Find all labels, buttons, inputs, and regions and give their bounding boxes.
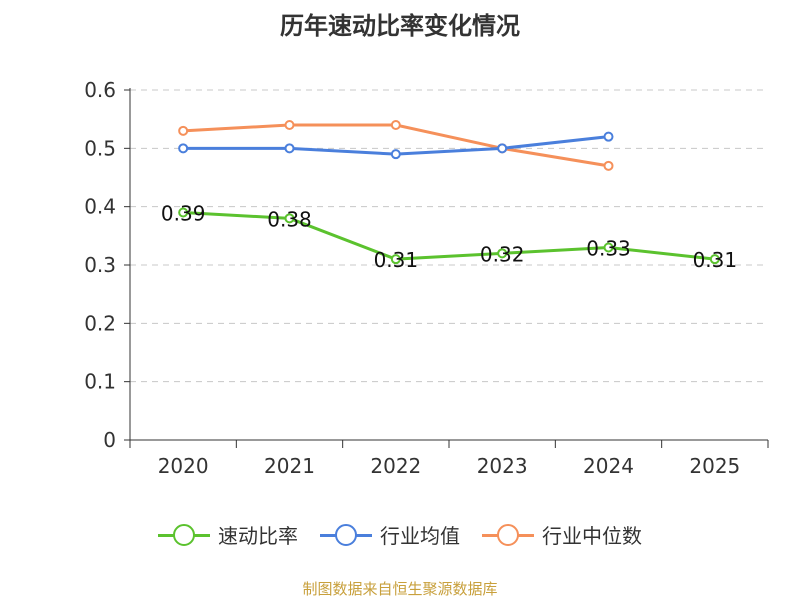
data-point[interactable] xyxy=(390,254,401,265)
x-tick-label: 2023 xyxy=(477,454,528,478)
data-point[interactable] xyxy=(284,213,295,224)
y-tick-label: 0.2 xyxy=(84,311,116,335)
data-label: 0.38 xyxy=(267,207,312,231)
data-point[interactable] xyxy=(497,143,508,154)
chart-legend: 速动比率 行业均值 行业中位数 xyxy=(0,520,800,549)
data-label: 0.32 xyxy=(480,242,525,266)
legend-marker-icon xyxy=(158,523,210,547)
legend-label: 行业中位数 xyxy=(542,524,642,548)
y-tick-label: 0.4 xyxy=(84,195,116,219)
x-tick-label: 2022 xyxy=(370,454,421,478)
source-note: 制图数据来自恒生聚源数据库 xyxy=(302,580,498,598)
x-tick-label: 2025 xyxy=(689,454,740,478)
data-point[interactable] xyxy=(390,120,401,130)
legend-marker-icon xyxy=(320,523,372,547)
data-point[interactable] xyxy=(178,207,189,218)
data-label: 0.33 xyxy=(586,237,631,261)
data-label: 0.31 xyxy=(693,248,738,272)
legend-item[interactable]: 行业中位数 xyxy=(482,520,642,549)
legend-label: 行业均值 xyxy=(380,524,460,548)
legend-marker-icon xyxy=(482,523,534,547)
data-point[interactable] xyxy=(603,242,614,253)
y-tick-label: 0 xyxy=(103,428,116,452)
x-tick-label: 2020 xyxy=(158,454,209,478)
x-tick-label: 2021 xyxy=(264,454,315,478)
data-point[interactable] xyxy=(603,131,614,142)
data-point[interactable] xyxy=(603,160,614,171)
legend-item[interactable]: 行业均值 xyxy=(320,520,460,549)
y-tick-label: 0.6 xyxy=(84,78,116,102)
x-tick-label: 2024 xyxy=(583,454,634,478)
series-line xyxy=(183,123,609,168)
chart-title: 历年速动比率变化情况 xyxy=(280,12,520,40)
series-line xyxy=(183,211,715,261)
data-label: 0.31 xyxy=(374,248,419,272)
data-point[interactable] xyxy=(709,254,720,265)
y-tick-label: 0.5 xyxy=(84,136,116,160)
data-point[interactable] xyxy=(284,143,295,154)
data-label: 0.39 xyxy=(161,202,206,226)
legend-label: 速动比率 xyxy=(218,524,298,548)
data-point[interactable] xyxy=(178,125,189,136)
y-tick-label: 0.3 xyxy=(84,253,116,277)
data-point[interactable] xyxy=(390,149,401,160)
data-point[interactable] xyxy=(497,248,508,259)
legend-item[interactable]: 速动比率 xyxy=(158,520,298,549)
data-point[interactable] xyxy=(178,143,189,154)
data-point[interactable] xyxy=(284,120,295,130)
y-tick-label: 0.1 xyxy=(84,370,116,394)
